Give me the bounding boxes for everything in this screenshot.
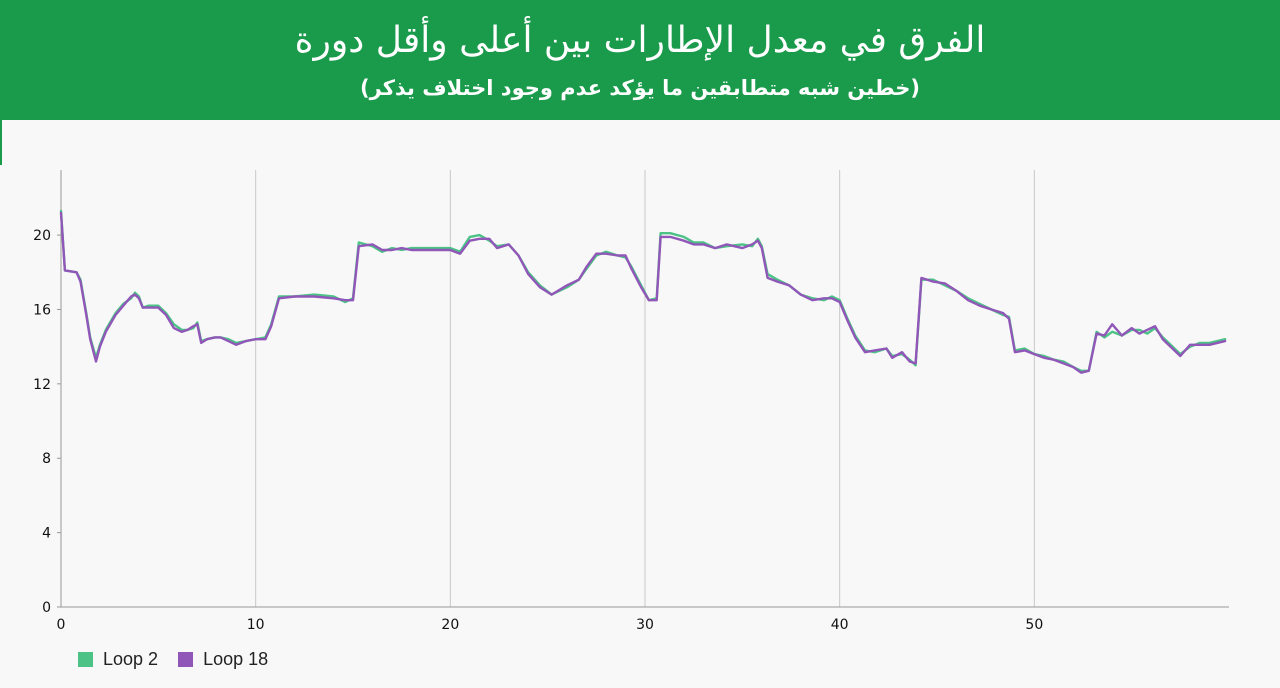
x-tick-label-40: 40 [831,617,849,633]
header-accent-strip [0,120,2,165]
y-tick-label-0: 0 [42,600,51,616]
legend-swatch-loop18 [178,651,194,667]
y-tick-label-8: 8 [42,451,51,467]
x-tick-label-50: 50 [1025,617,1043,633]
chart-legend: Loop 2 Loop 18 [78,649,288,669]
chart-grid [255,170,1035,607]
x-tick-label-10: 10 [247,617,265,633]
y-tick-label-16: 16 [33,302,51,318]
y-tick-label-4: 4 [42,526,51,542]
chart-ticks: 0 10 20 30 40 50 0 4 8 12 16 20 [33,228,1043,633]
legend-label-loop2: Loop 2 [103,648,159,669]
page-title: الفرق في معدل الإطارات بين أعلى وأقل دور… [294,20,986,61]
legend-label-loop18: Loop 18 [203,648,269,669]
legend-item-loop2[interactable]: Loop 2 [78,649,158,670]
x-tick-label-30: 30 [636,617,654,633]
legend-item-loop18[interactable]: Loop 18 [178,649,268,670]
x-tick-label-20: 20 [441,617,459,633]
y-tick-label-12: 12 [33,377,51,393]
chart-axes [60,170,1229,608]
page-subtitle: (خطين شبه متطابقين ما يؤكد عدم وجود اختل… [360,76,920,100]
chart-series [59,209,1227,374]
y-tick-label-20: 20 [33,228,51,244]
legend-swatch-loop2 [78,651,93,667]
series-line-loop-18 [59,211,1227,374]
header-banner: الفرق في معدل الإطارات بين أعلى وأقل دور… [0,0,1280,120]
x-tick-label-0: 0 [57,617,66,633]
